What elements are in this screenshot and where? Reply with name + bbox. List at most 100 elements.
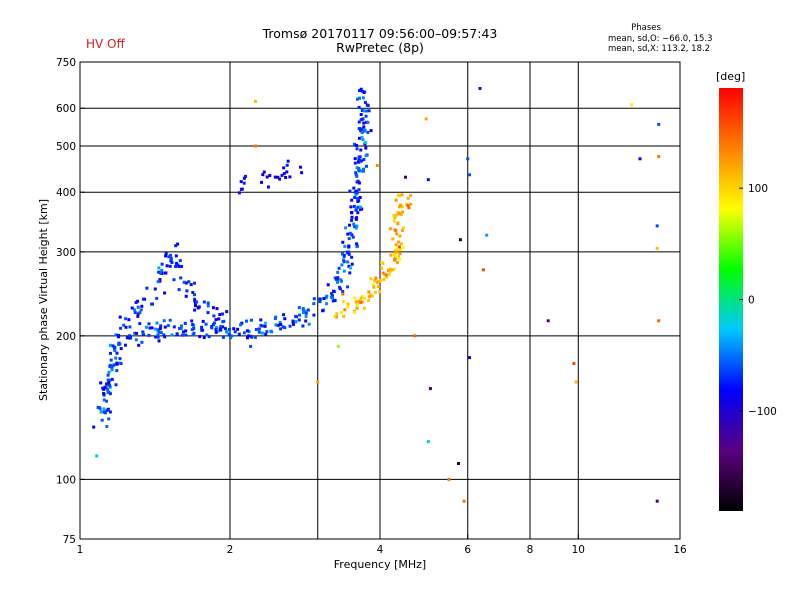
trace-point [128, 334, 132, 338]
trace-point [108, 378, 112, 382]
trace-point [164, 254, 168, 258]
trace-point [142, 333, 145, 337]
trace-point [267, 185, 270, 189]
trace-point [245, 319, 248, 323]
trace-point [388, 269, 392, 273]
scatter-point [638, 157, 642, 161]
trace-point [364, 146, 368, 150]
scatter-point [426, 440, 430, 444]
trace-point [217, 317, 221, 321]
trace-point [184, 281, 188, 285]
trace-point [210, 325, 214, 328]
trace-point [352, 204, 356, 208]
trace-point [356, 97, 359, 101]
trace-point [360, 117, 364, 121]
trace-point [206, 311, 210, 315]
scatter-point [478, 87, 482, 90]
trace-point [362, 306, 366, 310]
trace-point [224, 327, 227, 331]
trace-point [125, 336, 129, 340]
trace-point [347, 252, 351, 256]
trace-point [371, 283, 375, 287]
trace-point [178, 259, 182, 263]
y-tick-label: 750 [56, 57, 76, 69]
trace-point [190, 328, 194, 332]
trace-point [355, 216, 359, 220]
trace-point [350, 198, 354, 202]
trace-point [214, 318, 218, 322]
trace-point [382, 277, 386, 281]
trace-point [398, 257, 402, 261]
trace-point [357, 127, 361, 131]
trace-point [221, 335, 225, 339]
trace-point [273, 175, 277, 179]
trace-point [133, 331, 137, 335]
trace-point [354, 173, 358, 177]
trace-point [406, 196, 410, 200]
trace-point [395, 255, 399, 258]
x-tick-label: 2 [227, 544, 234, 556]
trace-point [385, 275, 389, 279]
trace-point [179, 327, 183, 330]
trace-point [359, 205, 362, 209]
trace-point [366, 104, 370, 107]
trace-point [395, 247, 399, 251]
trace-point [160, 262, 164, 266]
trace-point [216, 329, 220, 333]
trace-point [106, 390, 110, 394]
trace-point [362, 109, 366, 113]
scatter-point [657, 155, 661, 159]
scatter-point [95, 454, 99, 458]
chart-title: Tromsø 20170117 09:56:00–09:57:43 [262, 26, 498, 41]
trace-point [350, 262, 354, 266]
trace-point [395, 261, 399, 265]
trace-point [219, 324, 223, 328]
trace-point [397, 205, 401, 209]
trace-point [359, 87, 363, 91]
trace-point [348, 223, 351, 227]
trace-point [376, 280, 380, 284]
trace-point [367, 290, 371, 294]
scatter-point [254, 99, 257, 103]
trace-point [108, 392, 112, 396]
trace-point [99, 410, 103, 414]
hv-status: HV Off [86, 37, 125, 51]
trace-point [157, 266, 161, 270]
trace-point [363, 128, 367, 132]
trace-point [353, 310, 357, 314]
trace-point [280, 173, 284, 177]
trace-point [115, 351, 119, 355]
trace-point [373, 290, 377, 294]
trace-point [155, 296, 159, 300]
trace-point [254, 328, 258, 331]
trace-point [298, 313, 302, 317]
trace-point [218, 313, 222, 316]
trace-point [156, 280, 160, 284]
trace-point [246, 336, 249, 340]
trace-point [253, 335, 257, 339]
trace-point [397, 212, 401, 216]
scatter-point [572, 362, 576, 365]
trace-point [355, 196, 359, 200]
trace-point [191, 291, 195, 294]
trace-point [200, 325, 204, 329]
trace-point [358, 196, 362, 199]
colorbar-tick-label: 100 [748, 183, 768, 195]
trace-point [108, 385, 112, 389]
trace-point [249, 318, 253, 322]
trace-point [141, 297, 145, 301]
trace-point [212, 314, 216, 318]
trace-point [259, 323, 263, 327]
scatter-point [249, 344, 253, 348]
trace-point [207, 335, 211, 339]
trace-point [360, 159, 364, 163]
trace-point [106, 373, 110, 377]
trace-point [195, 300, 199, 304]
trace-point [399, 211, 403, 215]
trace-point [347, 244, 351, 248]
trace-point [362, 91, 366, 94]
trace-point [369, 293, 373, 297]
trace-point [395, 250, 399, 253]
scatter-point [316, 380, 320, 384]
scatter-point [655, 246, 659, 250]
